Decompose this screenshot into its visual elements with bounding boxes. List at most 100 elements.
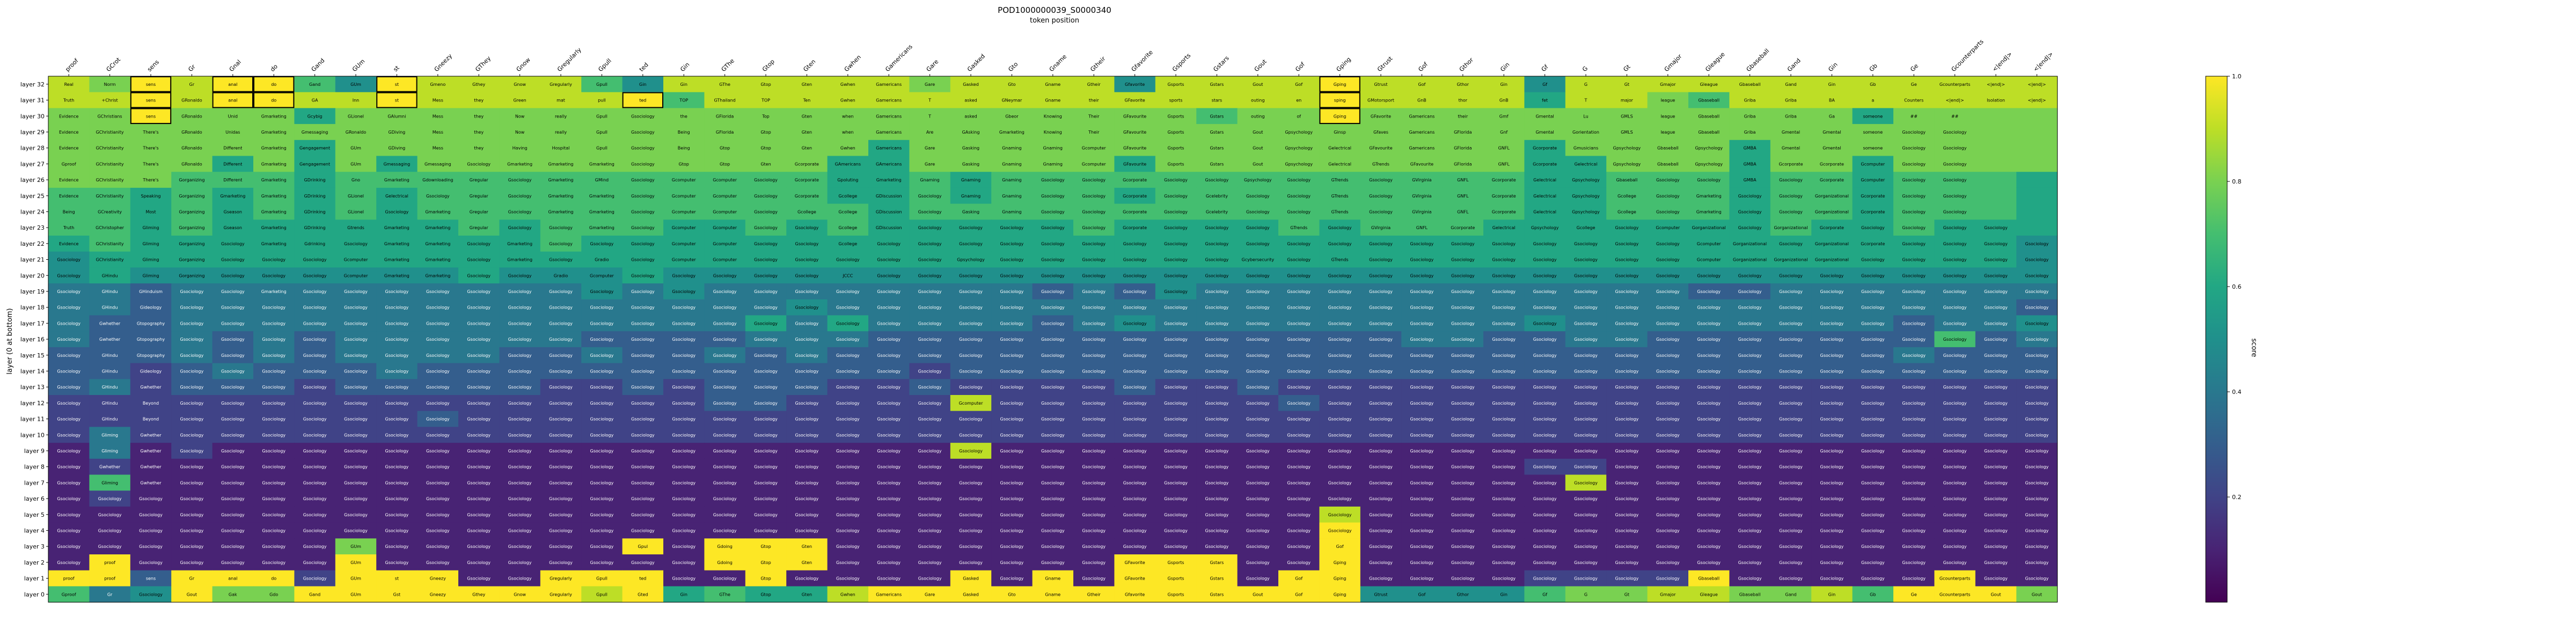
heatmap-cell bbox=[458, 156, 500, 172]
heatmap-cell bbox=[376, 491, 418, 507]
heatmap-cell bbox=[745, 443, 787, 459]
heatmap-cell bbox=[1893, 474, 1935, 491]
cell-label: Gsociology bbox=[1738, 385, 1762, 390]
y-tick-label: layer 14 bbox=[20, 368, 45, 375]
cell-label: Gsociology bbox=[1615, 480, 1639, 485]
heatmap-cell bbox=[1073, 172, 1115, 188]
y-tick-label: layer 0 bbox=[24, 591, 45, 598]
heatmap-cell bbox=[622, 427, 664, 443]
cell-label: Gsociology bbox=[1902, 513, 1926, 517]
cell-label: Unid bbox=[228, 114, 238, 119]
cell-label: Gsociology bbox=[918, 480, 942, 485]
heatmap-cell bbox=[1975, 172, 2017, 188]
cell-label: Gsociology bbox=[836, 496, 860, 501]
heatmap-cell bbox=[786, 443, 828, 459]
heatmap-cell bbox=[1729, 219, 1771, 236]
cell-label: Gsociology bbox=[1164, 178, 1188, 182]
x-tick-label: Gstars bbox=[1212, 55, 1231, 74]
cell-label: Gsociology bbox=[1205, 337, 1229, 342]
cell-label: Gsociology bbox=[385, 465, 409, 470]
x-tick-label: G bbox=[1581, 65, 1589, 73]
cell-label: Gsociology bbox=[1656, 353, 1680, 358]
cell-label: Gsociology bbox=[1451, 576, 1475, 581]
heatmap-cell bbox=[1360, 427, 1402, 443]
heatmap-cell bbox=[417, 474, 459, 491]
heatmap-cell bbox=[1852, 299, 1894, 316]
cell-label: Gsociology bbox=[1533, 401, 1557, 406]
heatmap-cell bbox=[622, 251, 664, 268]
heatmap-cell bbox=[663, 124, 705, 141]
cell-label: Gsociology bbox=[877, 465, 901, 470]
heatmap-cell bbox=[991, 395, 1033, 412]
heatmap-cell bbox=[294, 395, 336, 412]
heatmap-cell bbox=[1934, 299, 1976, 316]
cell-label: Gsociology bbox=[836, 576, 860, 581]
heatmap-cell bbox=[663, 187, 705, 204]
heatmap-cell bbox=[581, 140, 623, 156]
heatmap-cell bbox=[704, 395, 746, 412]
heatmap-cell bbox=[89, 76, 131, 93]
heatmap-cell bbox=[1524, 267, 1566, 284]
heatmap-cell bbox=[950, 76, 992, 93]
cell-label: Gcomputer bbox=[713, 225, 737, 230]
heatmap-cell bbox=[622, 156, 664, 172]
cell-label: Gsociology bbox=[221, 242, 245, 246]
heatmap-cell bbox=[950, 140, 992, 156]
x-tick-label: Gtheir bbox=[1089, 55, 1107, 73]
heatmap-cell bbox=[991, 283, 1033, 300]
cell-label: Gsociology bbox=[1779, 321, 1803, 326]
heatmap-cell bbox=[786, 522, 828, 539]
cell-label: Gsociology bbox=[139, 592, 163, 597]
heatmap-cell bbox=[376, 203, 418, 220]
heatmap-cell bbox=[1032, 299, 1074, 316]
cell-label: JCCC bbox=[842, 273, 853, 278]
heatmap-cell bbox=[171, 124, 213, 141]
cell-label: GRonaldo bbox=[181, 98, 202, 103]
cell-label: Gsociology bbox=[549, 289, 573, 294]
cell-label: Gstars bbox=[1210, 162, 1224, 166]
cell-label: Gsociology bbox=[1656, 513, 1680, 517]
cell-label: Gten bbox=[802, 560, 812, 565]
heatmap-cell bbox=[1770, 299, 1812, 316]
cell-label: Gsociology bbox=[1738, 353, 1762, 358]
cell-label: Gmessaging bbox=[425, 162, 451, 166]
cell-label: Gsociology bbox=[262, 560, 286, 565]
cell-label: Gstars bbox=[1210, 82, 1224, 87]
cell-label: sports bbox=[1169, 98, 1183, 103]
cell-label: Gping bbox=[1334, 82, 1346, 87]
cell-label: Gsociology bbox=[1820, 513, 1844, 517]
heatmap-cell bbox=[1688, 267, 1730, 284]
heatmap-cell bbox=[212, 203, 254, 220]
heatmap-cell bbox=[1155, 315, 1197, 332]
heatmap-cells bbox=[48, 76, 2058, 603]
heatmap-cell bbox=[1196, 108, 1238, 125]
heatmap-cell bbox=[1073, 92, 1115, 108]
cell-label: GTrends bbox=[1331, 178, 1349, 182]
cell-label: Gten bbox=[802, 130, 812, 135]
cell-label: pull bbox=[598, 98, 606, 103]
heatmap-cell bbox=[212, 395, 254, 412]
heatmap-cell bbox=[171, 267, 213, 284]
cell-label: Gare bbox=[925, 162, 935, 166]
cell-label: Gsociology bbox=[549, 544, 573, 549]
cell-label: Gsociology bbox=[631, 465, 655, 470]
cell-label: Gsociology bbox=[1984, 528, 2008, 533]
x-tick-label: Gin bbox=[1499, 61, 1511, 73]
cell-label: Gsociology bbox=[631, 273, 655, 278]
heatmap-cell bbox=[1852, 219, 1894, 236]
cell-label: Gsociology bbox=[1697, 465, 1721, 470]
heatmap-cell bbox=[1565, 187, 1607, 204]
cell-label: Gmajor bbox=[1660, 592, 1676, 597]
cell-label: Gstars bbox=[1210, 576, 1224, 581]
cell-label: Gping bbox=[1334, 560, 1346, 565]
heatmap-cell bbox=[868, 395, 910, 412]
heatmap-cell bbox=[1934, 140, 1976, 156]
heatmap-cell bbox=[827, 187, 869, 204]
colorbar-tick-label: 0.6 bbox=[2232, 283, 2242, 290]
cell-label: Gsociology bbox=[590, 289, 614, 294]
heatmap-cell bbox=[253, 427, 295, 443]
heatmap-cell bbox=[376, 187, 418, 204]
heatmap-cell bbox=[1483, 219, 1525, 236]
cell-label: GHindu bbox=[102, 273, 118, 278]
heatmap-cell bbox=[581, 219, 623, 236]
